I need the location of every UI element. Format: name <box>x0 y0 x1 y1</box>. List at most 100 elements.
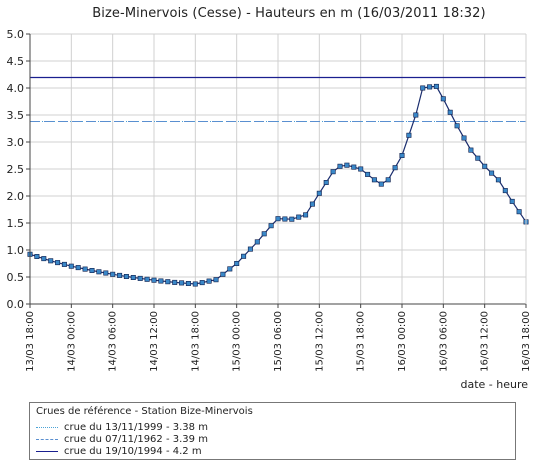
data-point <box>151 277 157 283</box>
data-point <box>351 164 357 170</box>
data-point <box>172 279 178 285</box>
data-point <box>68 263 74 269</box>
data-point <box>482 163 488 169</box>
data-point <box>509 198 515 204</box>
data-point <box>296 214 302 220</box>
x-tick-label: 14/03 00:00 <box>66 311 77 372</box>
data-point <box>206 278 212 284</box>
data-point <box>185 280 191 286</box>
y-tick-label: 4.5 <box>7 55 25 68</box>
data-point <box>82 266 88 272</box>
x-axis-ticks: 13/03 18:00 14/03 00:00 14/03 06:00 14/03 1… <box>25 311 532 372</box>
data-point <box>502 188 508 194</box>
y-tick-label: 3.0 <box>7 136 25 149</box>
data-point <box>117 272 123 278</box>
chart-grid <box>29 33 527 305</box>
x-tick-label: 14/03 12:00 <box>149 311 160 372</box>
data-point <box>413 112 419 118</box>
data-point <box>433 83 439 89</box>
data-point <box>130 274 136 280</box>
water-level-chart: 0.0 0.5 1.0 1.5 2.0 2.5 3.0 3.5 4.0 4.5 5.0 13/03 … <box>7 28 533 391</box>
data-point <box>516 209 522 215</box>
data-point <box>234 260 240 266</box>
data-point <box>337 163 343 169</box>
data-point <box>440 96 446 102</box>
x-tick-label: 14/03 18:00 <box>190 311 201 372</box>
x-tick-label: 13/03 18:00 <box>25 311 36 372</box>
data-point <box>282 216 288 222</box>
data-point <box>41 256 47 262</box>
data-point <box>371 177 377 183</box>
y-tick-label: 5.0 <box>7 28 25 41</box>
legend-item-label: crue du 19/10/1994 - 4.2 m <box>64 445 202 457</box>
data-point <box>48 258 54 264</box>
x-tick-label: 16/03 12:00 <box>480 311 491 372</box>
data-point <box>261 231 267 237</box>
data-point <box>489 170 495 176</box>
y-tick-label: 2.0 <box>7 190 25 203</box>
solid-line-swatch <box>36 450 58 452</box>
data-point <box>365 171 371 177</box>
data-point <box>495 177 501 183</box>
x-tick-label: 16/03 00:00 <box>397 311 408 372</box>
data-point <box>420 85 426 91</box>
y-tick-label: 0.0 <box>7 298 25 311</box>
data-point <box>192 281 198 287</box>
y-tick-label: 1.0 <box>7 244 25 257</box>
legend-box: Crues de référence - Station Bize-Minerv… <box>29 402 516 460</box>
legend-item-crue-1994: crue du 19/10/1994 - 4.2 m <box>36 445 202 457</box>
data-point <box>55 260 61 266</box>
dotted-line-swatch <box>36 426 58 428</box>
x-tick-label: 15/03 12:00 <box>314 311 325 372</box>
data-point <box>399 153 405 159</box>
data-point <box>89 267 95 273</box>
data-point <box>220 271 226 277</box>
legend-item-crue-1999: crue du 13/11/1999 - 3.38 m <box>36 421 208 433</box>
reference-lines <box>30 76 526 122</box>
x-tick-label: 16/03 18:00 <box>521 311 532 372</box>
data-point <box>289 216 295 222</box>
legend-title: Crues de référence - Station Bize-Minerv… <box>36 406 253 417</box>
data-point <box>241 253 247 259</box>
legend-item-label: crue du 13/11/1999 - 3.38 m <box>64 421 208 433</box>
y-tick-label: 0.5 <box>7 271 25 284</box>
data-point <box>179 280 185 286</box>
y-tick-label: 2.5 <box>7 163 25 176</box>
data-point <box>165 279 171 285</box>
data-point <box>213 277 219 283</box>
data-point <box>137 275 143 281</box>
chart-title: Bize-Minervois (Cesse) - Hauteurs en m (… <box>92 6 486 21</box>
x-tick-label: 16/03 06:00 <box>438 311 449 372</box>
series-line <box>29 85 527 285</box>
y-axis-ticks: 0.0 0.5 1.0 1.5 2.0 2.5 3.0 3.5 4.0 4.5 5.0 <box>7 28 25 311</box>
chart-axes <box>26 33 527 308</box>
data-point <box>158 278 164 284</box>
data-point <box>61 261 67 267</box>
data-point <box>427 84 433 90</box>
data-point <box>447 109 453 115</box>
x-tick-label: 15/03 06:00 <box>273 311 284 372</box>
y-tick-label: 4.0 <box>7 82 25 95</box>
data-point <box>406 132 412 138</box>
data-point <box>392 165 398 171</box>
data-point <box>344 162 350 168</box>
data-point <box>123 273 129 279</box>
data-point <box>461 135 467 141</box>
data-point <box>330 169 336 175</box>
dashed-line-swatch <box>36 438 58 440</box>
x-tick-label: 14/03 06:00 <box>108 311 119 372</box>
y-tick-label: 3.5 <box>7 109 25 122</box>
data-point <box>323 180 329 186</box>
data-point <box>309 201 315 207</box>
data-point <box>247 246 253 252</box>
data-point <box>103 270 109 276</box>
data-point <box>358 166 364 172</box>
data-point <box>96 269 102 275</box>
data-point <box>254 239 260 245</box>
data-point <box>227 266 233 272</box>
x-tick-label: 15/03 00:00 <box>232 311 243 372</box>
legend-item-crue-1962: crue du 07/11/1962 - 3.39 m <box>36 433 208 445</box>
data-point <box>268 223 274 229</box>
data-point <box>110 271 116 277</box>
x-tick-label: 15/03 18:00 <box>356 311 367 372</box>
